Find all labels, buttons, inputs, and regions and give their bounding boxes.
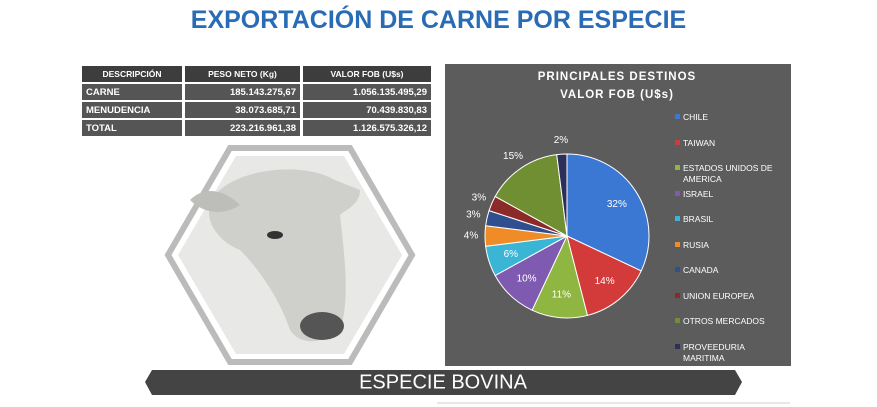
chart-title: VALOR FOB (U$s) (560, 89, 674, 101)
pie-slice (494, 154, 568, 237)
data-label: 6% (504, 249, 519, 260)
legend-swatch (675, 114, 680, 119)
legend: CHILE TAIWAN ESTADOS UNIDOS DE AMERICA ISRA… (675, 112, 780, 367)
data-label: 11% (552, 289, 571, 300)
cow-illustration (190, 169, 360, 342)
legend-label: BRASIL (683, 214, 714, 224)
legend-swatch (675, 318, 680, 323)
data-label: 4% (464, 231, 479, 242)
legend-label: OTROS MERCADOS (683, 316, 765, 326)
table-cell: 1.056.135.495,29 (303, 84, 434, 100)
legend-swatch (675, 216, 680, 221)
legend-swatch (675, 139, 680, 145)
legend-swatch (675, 343, 680, 349)
export-table: DESCRIPCIÓN PESO NETO (Kg) VALOR FOB (U$s)… (82, 64, 434, 138)
legend-item: CANADA (675, 265, 780, 291)
legend-item: TAIWAN (675, 138, 780, 164)
legend-label: CANADA (683, 265, 719, 275)
table-cell: 70.439.830,83 (303, 102, 434, 118)
pie-slice (556, 153, 568, 237)
chart-title: PRINCIPALES DESTINOS (538, 71, 696, 83)
data-label: 2% (554, 135, 569, 146)
table-cell: 223.216.961,38 (185, 120, 303, 136)
data-label: 15% (503, 151, 523, 162)
table-row: TOTAL 223.216.961,38 1.126.575.326,12 (82, 120, 434, 136)
pie-slice (566, 153, 650, 272)
banner-bar (145, 370, 742, 395)
table-cell: CARNE (82, 84, 185, 100)
data-label: 14% (595, 276, 615, 287)
page-title: EXPORTACIÓN DE CARNE POR ESPECIE (190, 6, 687, 34)
header-cell: PESO NETO (Kg) (185, 66, 303, 82)
data-label: 3% (472, 193, 487, 204)
legend-item: OTROS MERCADOS (675, 316, 780, 342)
table-cell: 38.073.685,71 (185, 102, 303, 118)
legend-item: ESTADOS UNIDOS DE AMERICA (675, 163, 780, 189)
legend-label: RUSIA (683, 239, 709, 250)
legend-swatch (675, 292, 680, 298)
legend-label: UNION EUROPEA (683, 290, 755, 301)
legend-item: BRASIL (675, 214, 780, 240)
legend-item: RUSIA (675, 240, 780, 266)
legend-label: ISRAEL (683, 188, 714, 199)
header-cell: DESCRIPCIÓN (82, 66, 185, 82)
legend-swatch (675, 190, 680, 196)
header-row: DESCRIPCIÓN PESO NETO (Kg) VALOR FOB (U$s) (82, 66, 434, 82)
legend-item: ISRAEL (675, 189, 780, 215)
legend-item: PROVEEDURIA MARITIMA (675, 342, 780, 368)
legend-label: PROVEEDURIA MARITIMA (683, 341, 745, 363)
table-cell: TOTAL (82, 120, 185, 136)
table-row: MENUDENCIA 38.073.685,71 70.439.830,83 (82, 102, 434, 118)
banner-text: ESPECIE BOVINA (359, 371, 527, 393)
legend-item: UNION EUROPEA (675, 291, 780, 317)
table-cell: MENUDENCIA (82, 102, 185, 118)
legend-swatch (675, 241, 680, 247)
legend-label: CHILE (683, 112, 709, 122)
pie-slice (566, 235, 642, 317)
legend-item: CHILE (675, 112, 780, 138)
table-row: CARNE 185.143.275,67 1.056.135.495,29 (82, 84, 434, 100)
table-cell: 1.126.575.326,12 (303, 120, 434, 136)
data-label: 3% (466, 210, 481, 221)
table-cell: 185.143.275,67 (185, 84, 303, 100)
legend-label: ESTADOS UNIDOS DE AMERICA (683, 163, 773, 184)
data-label: 10% (517, 274, 537, 285)
header-cell: VALOR FOB (U$s) (303, 66, 434, 82)
legend-swatch (675, 165, 680, 170)
data-label: 32% (607, 199, 627, 210)
legend-label: TAIWAN (683, 137, 716, 148)
legend-swatch (675, 267, 680, 272)
